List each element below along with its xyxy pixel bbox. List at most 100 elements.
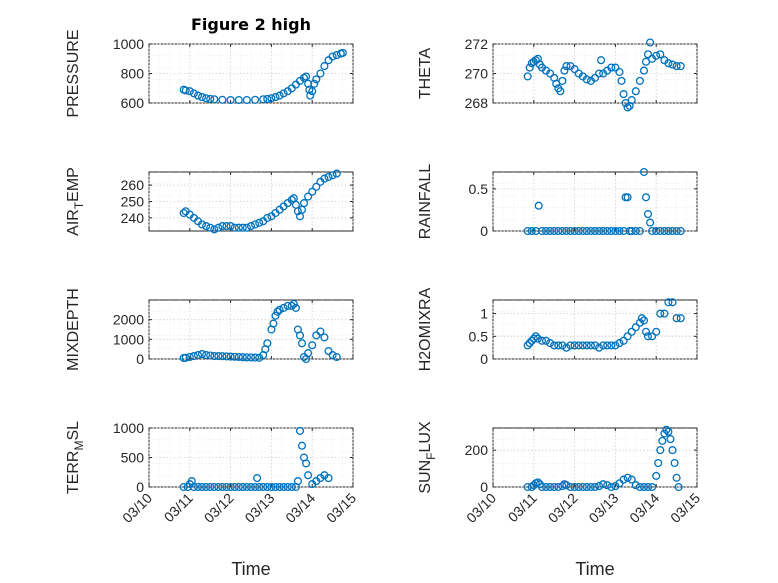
x-tick-label: 03/14 bbox=[626, 490, 662, 526]
data-point bbox=[214, 482, 223, 492]
data-point bbox=[654, 458, 663, 468]
data-point bbox=[607, 63, 616, 72]
data-point bbox=[218, 222, 227, 231]
data-point bbox=[623, 473, 632, 482]
data-point bbox=[595, 482, 604, 491]
data-point bbox=[558, 341, 567, 350]
data-point bbox=[263, 482, 272, 492]
data-point bbox=[627, 96, 636, 105]
data-point bbox=[525, 339, 534, 348]
data-point bbox=[289, 299, 298, 308]
y-tick-label: 250 bbox=[121, 194, 145, 210]
data-point bbox=[570, 482, 579, 492]
data-point bbox=[590, 482, 600, 492]
data-point bbox=[197, 93, 207, 102]
data-point bbox=[590, 341, 600, 350]
data-point bbox=[670, 458, 679, 468]
data-point bbox=[271, 311, 280, 320]
data-point bbox=[574, 341, 583, 350]
data-point bbox=[656, 309, 665, 318]
data-point bbox=[287, 482, 296, 492]
data-point bbox=[541, 226, 551, 236]
data-point bbox=[246, 482, 256, 492]
data-point bbox=[523, 341, 532, 350]
data-point bbox=[643, 482, 653, 492]
data-point bbox=[648, 482, 657, 492]
data-point bbox=[320, 62, 329, 71]
y-tick-label: 0.5 bbox=[469, 328, 489, 344]
data-point bbox=[251, 482, 260, 492]
x-tick-label: 03/10 bbox=[119, 490, 155, 526]
data-point bbox=[304, 79, 313, 88]
data-point bbox=[263, 339, 272, 348]
data-point bbox=[643, 50, 653, 59]
data-point bbox=[550, 341, 559, 350]
data-point bbox=[646, 218, 655, 227]
data-point bbox=[554, 341, 563, 350]
data-point bbox=[189, 352, 198, 361]
data-point bbox=[255, 218, 264, 227]
data-point bbox=[597, 56, 606, 65]
data-point bbox=[635, 226, 644, 236]
data-point bbox=[193, 351, 203, 360]
data-point bbox=[193, 482, 203, 492]
data-point bbox=[664, 427, 673, 436]
data-point bbox=[570, 65, 579, 74]
data-point bbox=[308, 87, 317, 96]
data-point bbox=[590, 73, 600, 82]
data-point bbox=[251, 220, 260, 229]
data-point bbox=[648, 332, 657, 341]
data-point bbox=[202, 222, 211, 231]
data-point bbox=[637, 314, 646, 323]
data-point bbox=[635, 76, 644, 85]
data-point bbox=[672, 62, 681, 71]
data-point bbox=[586, 482, 595, 492]
data-point bbox=[206, 94, 215, 103]
data-point bbox=[312, 182, 321, 191]
data-point bbox=[529, 334, 538, 343]
subplot-8: 0 200 03/10 03/11 03/12 03/13 03/14 03/15 SUNFLU… bbox=[417, 421, 703, 526]
data-point bbox=[623, 103, 632, 112]
data-point bbox=[293, 477, 302, 486]
data-point bbox=[259, 95, 268, 104]
x-tick-label: 03/11 bbox=[505, 490, 541, 526]
data-point bbox=[615, 226, 624, 236]
data-point bbox=[599, 480, 608, 489]
data-point bbox=[328, 52, 337, 61]
y-tick-label: 500 bbox=[121, 450, 145, 466]
y-tick-label: 0 bbox=[480, 223, 488, 239]
data-point bbox=[578, 482, 587, 492]
data-point bbox=[214, 223, 223, 232]
y-axis-label-7: TERRMSL bbox=[65, 421, 86, 494]
data-point bbox=[623, 193, 632, 202]
data-point bbox=[603, 481, 612, 490]
data-point bbox=[639, 316, 649, 325]
data-point bbox=[603, 341, 612, 350]
data-point bbox=[586, 341, 595, 350]
data-point bbox=[222, 352, 231, 361]
data-point bbox=[316, 69, 325, 78]
data-point bbox=[320, 333, 329, 342]
data-point bbox=[271, 482, 280, 492]
y-tick-label: 200 bbox=[465, 442, 489, 458]
data-point bbox=[550, 226, 559, 236]
y-tick-label: 260 bbox=[121, 177, 145, 193]
data-point bbox=[546, 226, 555, 236]
data-point bbox=[676, 226, 685, 236]
x-tick-label: 03/15 bbox=[667, 490, 703, 526]
data-point bbox=[218, 352, 227, 361]
data-point bbox=[607, 226, 616, 236]
data-point bbox=[523, 226, 532, 236]
data-point bbox=[291, 303, 300, 312]
data-point bbox=[324, 347, 333, 356]
data-point bbox=[648, 226, 657, 236]
data-point bbox=[562, 343, 571, 352]
y-axis-label-1: PRESSURE bbox=[65, 29, 82, 117]
data-point bbox=[582, 75, 591, 84]
data-point bbox=[643, 210, 653, 219]
data-point bbox=[242, 223, 251, 232]
data-point bbox=[238, 353, 247, 362]
y-tick-label: 0.5 bbox=[469, 181, 489, 197]
x-tick-label: 03/12 bbox=[545, 490, 581, 526]
data-point bbox=[562, 226, 571, 236]
